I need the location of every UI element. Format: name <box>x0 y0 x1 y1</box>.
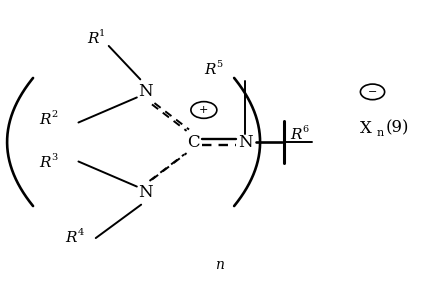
Text: X: X <box>360 120 371 137</box>
Text: 3: 3 <box>52 153 58 162</box>
Text: n: n <box>215 258 223 272</box>
Text: R: R <box>66 231 77 245</box>
Text: +: + <box>199 105 208 115</box>
Text: 4: 4 <box>78 228 84 237</box>
Text: R: R <box>39 113 51 127</box>
Text: C: C <box>187 133 199 151</box>
Text: R: R <box>39 156 51 170</box>
Text: R: R <box>290 128 302 142</box>
Text: N: N <box>238 133 252 151</box>
Text: 5: 5 <box>216 60 222 69</box>
Text: n: n <box>377 128 384 138</box>
Text: −: − <box>368 87 377 97</box>
Text: R: R <box>204 63 215 77</box>
Text: R: R <box>87 32 99 46</box>
Text: (9): (9) <box>385 120 409 137</box>
Text: N: N <box>138 83 153 100</box>
Text: 1: 1 <box>99 29 106 38</box>
Text: 6: 6 <box>303 125 309 134</box>
Text: N: N <box>138 184 153 201</box>
Text: 2: 2 <box>52 110 58 119</box>
